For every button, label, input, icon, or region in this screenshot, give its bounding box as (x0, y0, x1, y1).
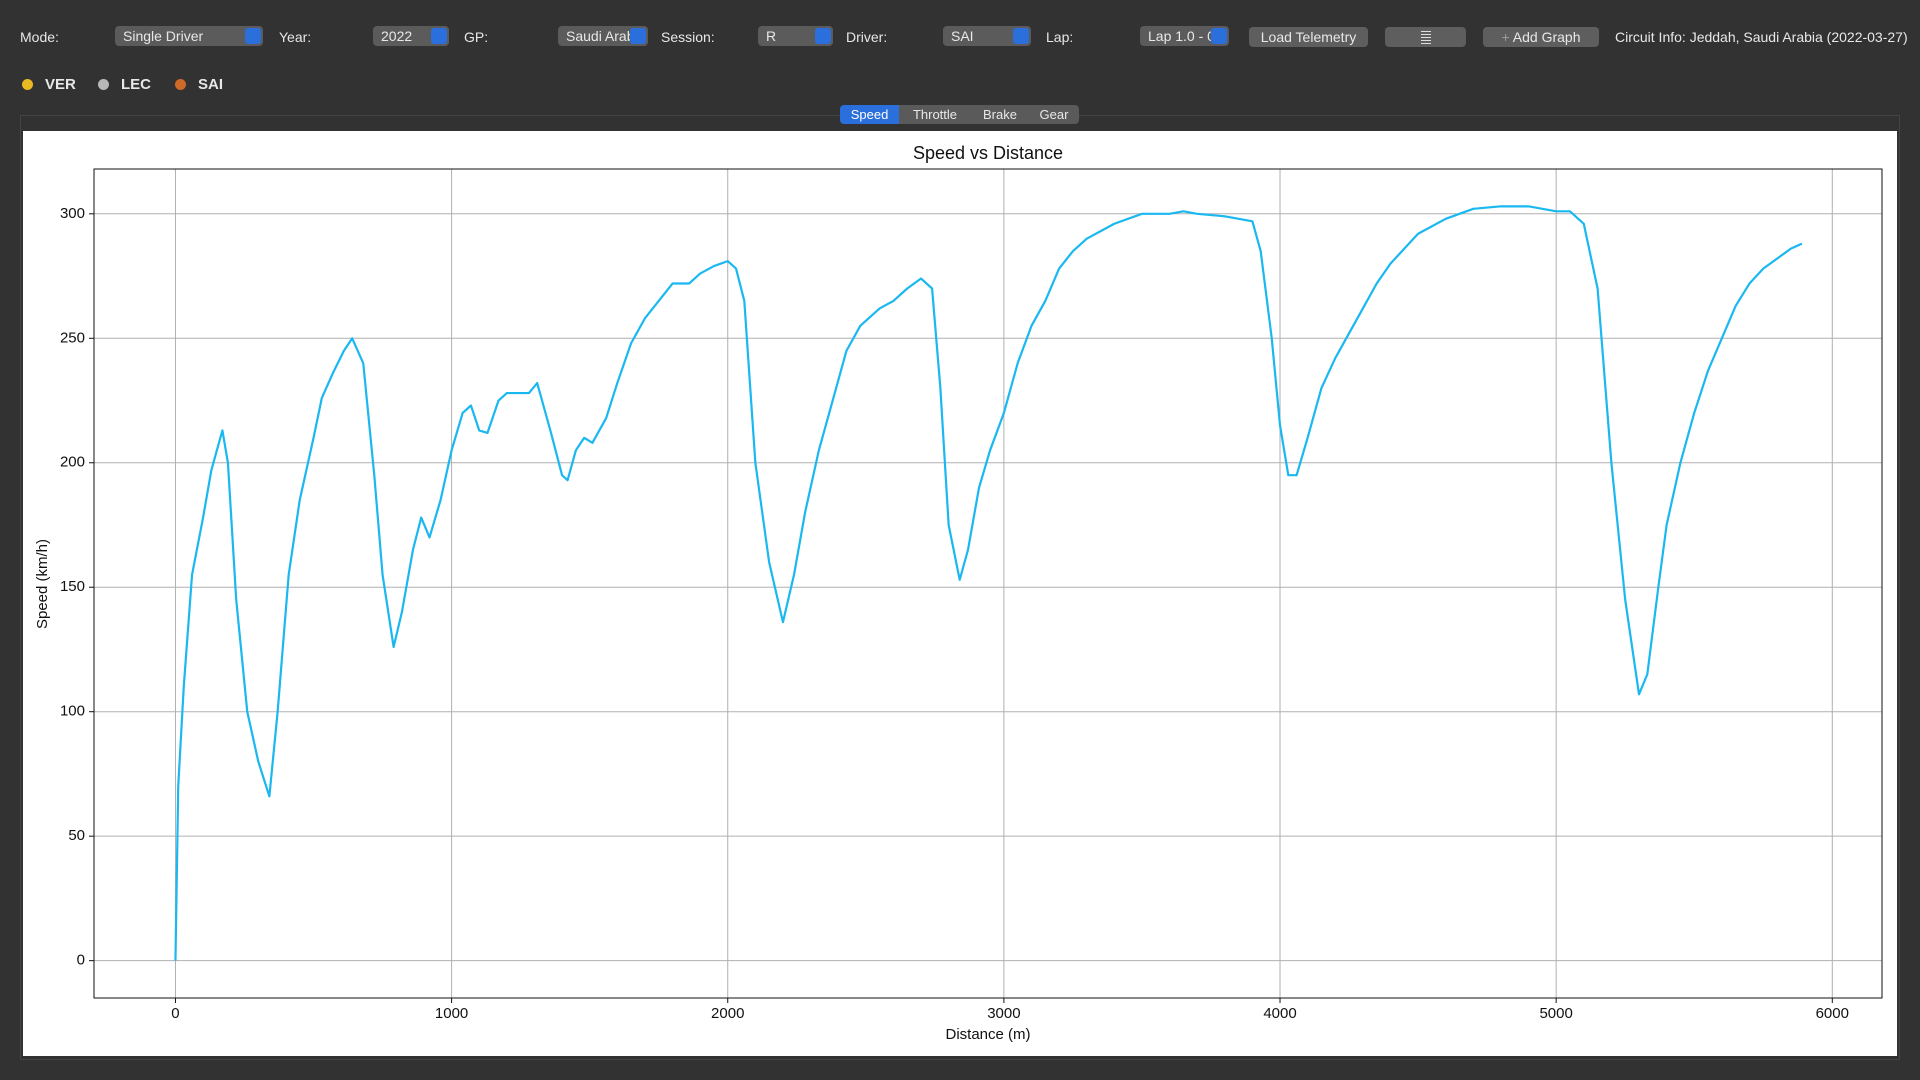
driver-select[interactable]: SAI (943, 26, 1031, 46)
y-tick-label: 250 (60, 329, 85, 346)
tab[interactable]: Speed (840, 105, 899, 124)
mode-select[interactable]: Single Driver (115, 26, 263, 46)
add-graph-text: Add Graph (1512, 29, 1581, 45)
y-tick-label: 50 (68, 827, 85, 844)
x-tick-label: 4000 (1263, 1005, 1296, 1022)
chart-background (23, 131, 1897, 1056)
plus-icon: + (1501, 29, 1513, 45)
year-label: Year: (279, 29, 312, 45)
x-tick-label: 3000 (987, 1005, 1020, 1022)
year-select[interactable]: 2022 (373, 26, 449, 46)
mode-value: Single Driver (123, 28, 204, 44)
chevron (1211, 28, 1227, 44)
plot-frame (93, 168, 1883, 999)
tab[interactable]: Throttle (899, 105, 971, 124)
gp-label: GP: (464, 29, 489, 45)
gold-medal (22, 79, 33, 90)
y-tick-label: 150 (60, 578, 85, 595)
tab[interactable]: Gear (1029, 105, 1079, 124)
podium-entry: LEC (98, 76, 151, 94)
driver-label: Driver: (846, 29, 888, 45)
mode-label: Mode: (20, 29, 59, 45)
silver-medal (98, 79, 109, 90)
chevron (630, 28, 646, 44)
session-select[interactable]: R (758, 26, 833, 46)
podium-driver: LEC (121, 76, 151, 93)
x-tick-label: 0 (171, 1005, 179, 1022)
gp-select[interactable]: Saudi Arab (558, 26, 648, 46)
y-tick-label: 300 (60, 205, 85, 222)
circuit-info: Circuit Info: Jeddah, Saudi Arabia (2022… (1615, 29, 1908, 45)
add-graph-button[interactable]: + Add Graph (1483, 27, 1599, 47)
y-tick-label: 100 (60, 703, 85, 720)
podium-driver: SAI (198, 76, 224, 93)
session-value: R (766, 28, 777, 44)
podium-entry: VER (22, 76, 76, 94)
y-axis-label: Speed (km/h) (34, 539, 51, 629)
podium-driver: VER (45, 76, 76, 93)
x-tick-label: 2000 (711, 1005, 744, 1022)
chevron (815, 28, 831, 44)
lap-label: Lap: (1046, 29, 1074, 45)
y-tick-label: 0 (77, 952, 85, 969)
driver-value: SAI (951, 28, 974, 44)
load-button[interactable]: Load Telemetry (1249, 27, 1368, 47)
chevron (245, 28, 261, 44)
speed-line (174, 205, 1803, 961)
chevron (431, 28, 447, 44)
session-label: Session: (661, 29, 715, 45)
x-tick-label: 6000 (1816, 1005, 1849, 1022)
chart-title: Speed vs Distance (913, 143, 1063, 163)
y-tick-label: 200 (60, 454, 85, 471)
podium-entry: SAI (175, 76, 223, 94)
tab[interactable]: Brake (971, 105, 1029, 124)
bronze-medal (175, 79, 186, 90)
gp-value: Saudi Arab (566, 28, 635, 44)
chart: Speed vs Distance Distance (m) Speed (km… (23, 131, 1897, 1056)
menu-button[interactable] (1385, 27, 1466, 47)
lap-select[interactable]: Lap 1.0 - 0 (1140, 26, 1229, 46)
chevron (1013, 28, 1029, 44)
x-axis-label: Distance (m) (945, 1026, 1030, 1043)
lap-value: Lap 1.0 - 0 (1148, 28, 1215, 44)
x-tick-label: 1000 (435, 1005, 468, 1022)
menu-icon (1420, 31, 1431, 44)
x-tick-label: 5000 (1539, 1005, 1572, 1022)
year-value: 2022 (381, 28, 413, 44)
